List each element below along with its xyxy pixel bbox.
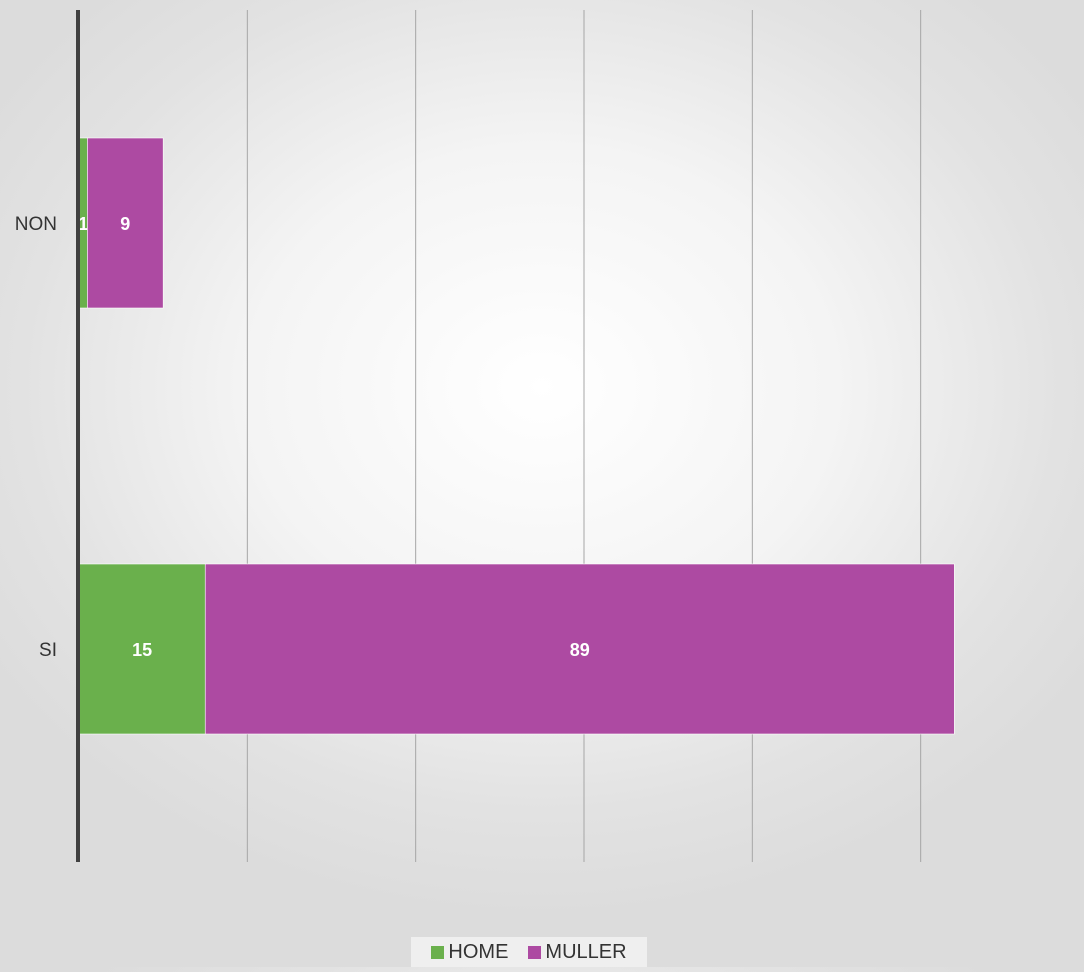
legend-label-muller: MULLER [545,940,627,963]
bar-muller-si [204,563,955,735]
legend-item-home: HOME [431,941,508,964]
legend-swatch-muller [528,945,542,959]
data-label-muller-si: 89 [570,640,590,660]
legend-item-muller: MULLER [528,940,627,964]
category-label-non: NON [15,214,57,235]
data-label-home-si: 15 [132,640,152,660]
legend-label-home: HOME [448,940,509,963]
data-label-muller-non: 9 [120,214,130,234]
legend: HOME MULLER [411,937,647,967]
bar-home-si [78,563,206,735]
bar-muller-non [87,137,164,309]
legend-swatch-home [431,945,445,959]
category-label-si: SI [39,640,57,661]
data-label-home-non: 1 [78,214,88,234]
